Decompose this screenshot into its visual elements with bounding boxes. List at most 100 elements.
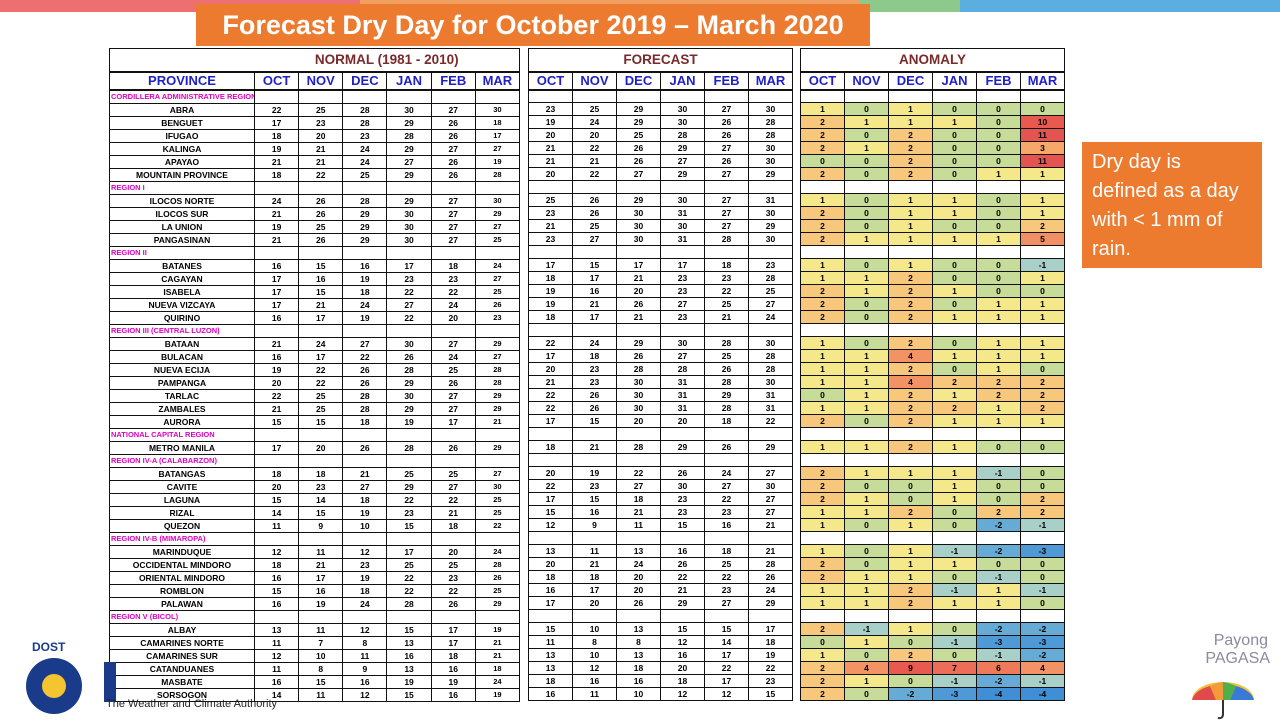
normal-value: 14 (298, 492, 344, 507)
anomaly-value: -3 (932, 687, 977, 701)
forecast-value: 17 (572, 310, 617, 324)
anomaly-value: 1 (800, 271, 845, 285)
normal-value: 22 (253, 388, 300, 403)
normal-value: 23 (298, 115, 344, 130)
empty-cell (342, 427, 388, 442)
anomaly-value: 0 (844, 193, 889, 207)
empty-cell (298, 323, 344, 338)
forecast-value: 13 (528, 661, 573, 675)
anomaly-value: 9 (888, 661, 933, 675)
normal-value: 29 (474, 401, 521, 416)
anomaly-value: 0 (976, 440, 1021, 454)
forecast-value: 12 (572, 661, 617, 675)
normal-value: 25 (430, 557, 476, 572)
province-name: QUEZON (109, 518, 255, 533)
forecast-value: 22 (748, 414, 793, 428)
normal-value: 15 (386, 622, 432, 637)
region-row (528, 323, 793, 337)
anomaly-value: 1 (932, 388, 977, 402)
forecast-value: 24 (572, 115, 617, 129)
province-row: MARINDUQUE 12 11 12 17 20 24 (109, 544, 521, 559)
normal-value: 16 (342, 674, 388, 689)
normal-value: 22 (253, 102, 300, 117)
normal-value: 18 (430, 518, 476, 533)
normal-value: 9 (298, 518, 344, 533)
normal-value: 29 (386, 193, 432, 208)
province-name: METRO MANILA (109, 440, 255, 455)
region-row (800, 180, 1065, 194)
normal-value: 25 (298, 401, 344, 416)
anomaly-value: 1 (800, 401, 845, 415)
forecast-value: 17 (616, 258, 661, 272)
forecast-value: 22 (528, 401, 573, 415)
forecast-value: 11 (572, 544, 617, 558)
normal-value: 22 (386, 583, 432, 598)
forecast-value: 30 (616, 219, 661, 233)
empty-cell (342, 323, 388, 338)
anomaly-value: 0 (844, 128, 889, 142)
normal-value: 25 (430, 362, 476, 377)
region-row (528, 89, 793, 103)
forecast-value: 31 (748, 193, 793, 207)
forecast-value: 23 (528, 206, 573, 220)
province-row: NUEVA ECIJA 19 22 26 28 25 28 (109, 362, 521, 377)
empty-cell (704, 89, 749, 103)
pagasa-tagline: The Weather and Climate Authority (106, 698, 277, 710)
empty-cell (616, 453, 661, 467)
anomaly-value: 0 (932, 167, 977, 181)
empty-cell (253, 453, 300, 468)
empty-cell (430, 323, 476, 338)
forecast-value: 27 (748, 505, 793, 519)
province-row: IFUGAO 18 20 23 28 26 17 (109, 128, 521, 143)
normal-value: 29 (386, 115, 432, 130)
forecast-value: 21 (528, 375, 573, 389)
anomaly-value: 2 (888, 128, 933, 142)
anomaly-value: 2 (800, 219, 845, 233)
normal-value: 16 (253, 596, 300, 611)
normal-value: 29 (386, 401, 432, 416)
anomaly-value: 0 (844, 102, 889, 116)
empty-cell (888, 531, 933, 545)
forecast-value: 18 (528, 570, 573, 584)
forecast-value: 16 (616, 674, 661, 688)
anomaly-value: 1 (976, 349, 1021, 363)
empty-cell (932, 427, 977, 441)
forecast-value: 22 (704, 661, 749, 675)
province-name: BULACAN (109, 349, 255, 364)
forecast-value: 12 (528, 518, 573, 532)
forecast-value: 29 (748, 219, 793, 233)
normal-value: 28 (386, 440, 432, 455)
normal-value: 25 (386, 557, 432, 572)
normal-value: 21 (298, 141, 344, 156)
forecast-value: 31 (660, 388, 705, 402)
normal-value: 15 (253, 414, 300, 429)
normal-value: 28 (342, 388, 388, 403)
anomaly-value: 1 (800, 648, 845, 662)
empty-cell (298, 180, 344, 195)
anomaly-value: 0 (932, 518, 977, 532)
province-row: SORSOGON 14 11 12 15 16 19 (109, 687, 521, 702)
province-row: 2 -1 1 0 -2 -2 (800, 622, 1065, 636)
anomaly-value: 2 (1020, 219, 1065, 233)
province-name: BENGUET (109, 115, 255, 130)
empty-cell (430, 609, 476, 624)
forecast-value: 11 (528, 635, 573, 649)
province-name: IFUGAO (109, 128, 255, 143)
province-row: CAGAYAN 17 16 19 23 23 27 (109, 271, 521, 286)
anomaly-value: 0 (844, 206, 889, 220)
normal-value: 29 (386, 479, 432, 494)
month-header: DEC (888, 70, 933, 91)
normal-value: 17 (253, 271, 300, 286)
anomaly-value: -1 (844, 622, 889, 636)
month-header: OCT (528, 70, 573, 91)
anomaly-value: 0 (976, 102, 1021, 116)
province-name: ROMBLON (109, 583, 255, 598)
anomaly-value: 1 (800, 349, 845, 363)
province-name: ILOCOS SUR (109, 206, 255, 221)
normal-value: 17 (430, 414, 476, 429)
province-name: ORIENTAL MINDORO (109, 570, 255, 585)
forecast-value: 29 (660, 141, 705, 155)
